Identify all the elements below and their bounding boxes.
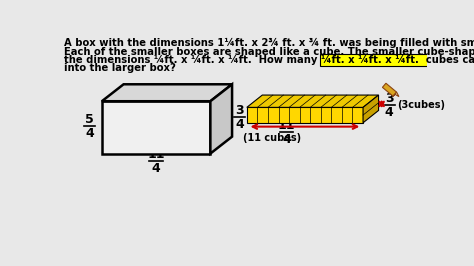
Text: 4: 4 xyxy=(385,106,393,119)
FancyBboxPatch shape xyxy=(320,54,459,66)
Text: 4: 4 xyxy=(282,133,291,146)
Text: 4: 4 xyxy=(152,162,161,175)
Text: 3: 3 xyxy=(385,92,393,105)
Text: 4: 4 xyxy=(236,118,244,131)
Polygon shape xyxy=(102,101,210,153)
Text: A box with the dimensions 1¼ft. x 2¾ ft. x ¾ ft. was being filled with smaller b: A box with the dimensions 1¼ft. x 2¾ ft.… xyxy=(64,38,474,48)
Polygon shape xyxy=(247,95,379,107)
Text: 11: 11 xyxy=(278,119,295,132)
Text: ¼ft. x ¼ft. x ¼ft.  cubes: ¼ft. x ¼ft. x ¼ft. cubes xyxy=(321,55,458,65)
Text: into the larger box?: into the larger box? xyxy=(64,64,176,73)
Polygon shape xyxy=(363,95,379,123)
Text: 11: 11 xyxy=(147,148,165,161)
Polygon shape xyxy=(102,84,232,101)
Polygon shape xyxy=(393,92,399,97)
Polygon shape xyxy=(210,84,232,153)
Text: the dimensions ¼ft. x ¼ft. x ¼ft.  How many: the dimensions ¼ft. x ¼ft. x ¼ft. How ma… xyxy=(64,55,321,65)
Text: (3cubes): (3cubes) xyxy=(397,100,445,110)
Text: Each of the smaller boxes are shaped like a cube. The smaller cube-shaped boxes : Each of the smaller boxes are shaped lik… xyxy=(64,47,474,57)
Text: 3: 3 xyxy=(236,104,244,117)
Polygon shape xyxy=(383,83,397,96)
Text: can be packed: can be packed xyxy=(458,55,474,65)
Text: 5: 5 xyxy=(85,113,94,126)
Polygon shape xyxy=(247,107,363,123)
Text: (11 cubes): (11 cubes) xyxy=(243,133,301,143)
Text: 4: 4 xyxy=(85,127,94,140)
